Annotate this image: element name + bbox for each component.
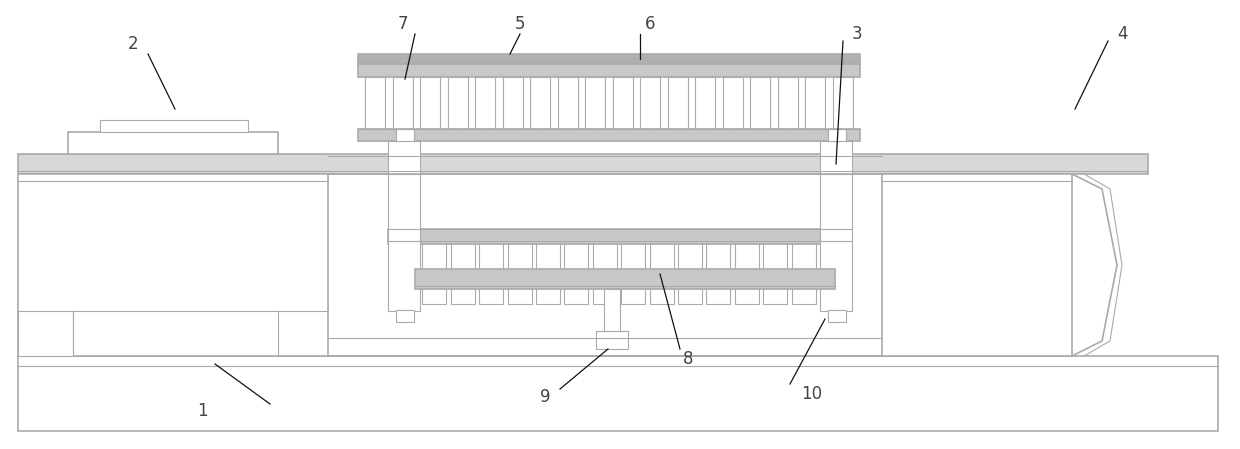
Bar — [366, 77, 386, 129]
Bar — [585, 77, 605, 129]
Bar — [451, 241, 475, 304]
Bar — [621, 241, 645, 304]
Bar — [678, 241, 702, 304]
Bar — [423, 241, 446, 304]
Bar — [68, 132, 278, 154]
Text: 8: 8 — [683, 350, 693, 368]
Bar — [828, 129, 846, 141]
Bar — [19, 174, 329, 356]
Bar — [503, 77, 523, 129]
Bar — [393, 77, 413, 129]
Bar — [388, 141, 420, 174]
Bar — [777, 77, 797, 129]
Bar — [613, 77, 632, 129]
Bar — [723, 77, 743, 129]
Bar — [805, 77, 825, 129]
Bar — [564, 241, 589, 304]
Bar — [358, 54, 861, 64]
Bar — [420, 77, 440, 129]
Bar — [388, 229, 852, 244]
Text: 4: 4 — [1117, 25, 1128, 43]
Bar — [388, 174, 420, 311]
Text: 9: 9 — [539, 388, 551, 406]
Bar — [396, 129, 414, 141]
Bar — [19, 311, 73, 356]
Text: 10: 10 — [801, 385, 822, 403]
Bar — [475, 77, 495, 129]
Bar — [531, 77, 551, 129]
Bar — [828, 310, 846, 322]
Bar — [558, 77, 578, 129]
Bar — [358, 64, 861, 77]
Bar — [19, 356, 1218, 431]
Text: 2: 2 — [128, 35, 139, 53]
Bar — [479, 241, 503, 304]
Bar — [707, 241, 730, 304]
Bar — [19, 154, 1148, 174]
Text: 3: 3 — [852, 25, 862, 43]
Bar — [650, 241, 673, 304]
Text: 1: 1 — [197, 402, 207, 420]
Bar — [507, 241, 532, 304]
Bar — [448, 77, 467, 129]
Bar — [735, 241, 759, 304]
Text: 5: 5 — [515, 15, 526, 33]
Bar — [696, 77, 715, 129]
Bar — [791, 241, 816, 304]
Bar — [750, 77, 770, 129]
Bar — [820, 141, 852, 174]
Bar — [763, 241, 787, 304]
Bar — [640, 77, 660, 129]
Bar — [596, 331, 627, 349]
Bar — [100, 120, 248, 132]
Bar — [396, 310, 414, 322]
Text: 6: 6 — [645, 15, 655, 33]
Bar — [667, 77, 688, 129]
Bar — [536, 241, 560, 304]
Bar — [358, 129, 861, 141]
Bar — [593, 241, 616, 304]
Bar — [882, 174, 1073, 356]
Text: 7: 7 — [398, 15, 408, 33]
Bar — [604, 289, 620, 333]
Bar — [820, 174, 852, 311]
Bar — [832, 77, 853, 129]
Bar — [415, 269, 835, 289]
